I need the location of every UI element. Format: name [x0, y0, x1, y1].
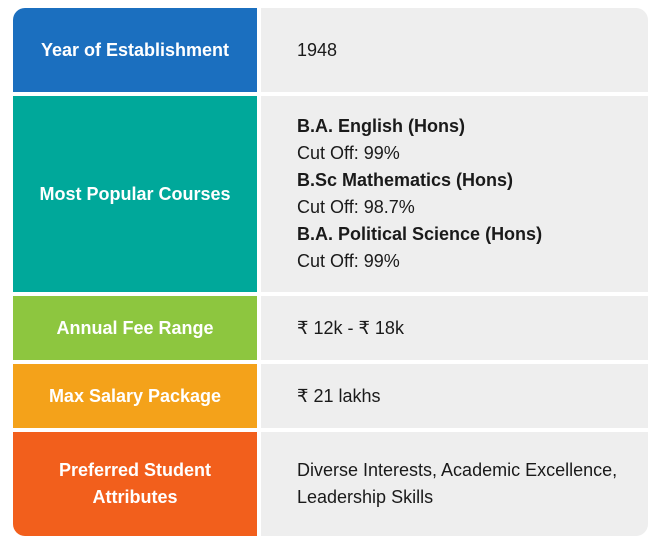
table-row-most-popular-courses: Most Popular Courses B.A. English (Hons)…: [13, 96, 648, 292]
table-row-year-of-establishment: Year of Establishment 1948: [13, 8, 648, 92]
salary-value: ₹ 21 lakhs: [297, 385, 381, 406]
row-label: Most Popular Courses: [13, 96, 257, 292]
row-value: ₹ 21 lakhs: [261, 364, 648, 428]
row-value: B.A. English (Hons) Cut Off: 99% B.Sc Ma…: [261, 96, 648, 292]
row-label: Year of Establishment: [13, 8, 257, 92]
course-name: B.A. English (Hons): [297, 116, 465, 136]
row-value: ₹ 12k - ₹ 18k: [261, 296, 648, 360]
info-table: Year of Establishment 1948 Most Popular …: [13, 8, 648, 536]
course-cutoff: Cut Off: 99%: [297, 251, 400, 271]
course-name: B.Sc Mathematics (Hons): [297, 170, 514, 190]
row-label: Annual Fee Range: [13, 296, 257, 360]
row-value: 1948: [261, 8, 648, 92]
row-label: Preferred Student Attributes: [13, 432, 257, 536]
table-row-annual-fee-range: Annual Fee Range ₹ 12k - ₹ 18k: [13, 296, 648, 360]
fee-range-value: ₹ 12k - ₹ 18k: [297, 317, 404, 338]
course-cutoff: Cut Off: 98.7%: [297, 197, 415, 217]
row-value: Diverse Interests, Academic Excellence, …: [261, 432, 648, 536]
table-row-preferred-student-attributes: Preferred Student Attributes Diverse Int…: [13, 432, 648, 536]
year-value: 1948: [297, 39, 338, 60]
table-row-max-salary-package: Max Salary Package ₹ 21 lakhs: [13, 364, 648, 428]
course-cutoff: Cut Off: 99%: [297, 143, 400, 163]
row-label: Max Salary Package: [13, 364, 257, 428]
course-name: B.A. Political Science (Hons): [297, 224, 543, 244]
attributes-value: Diverse Interests, Academic Excellence, …: [297, 460, 618, 507]
